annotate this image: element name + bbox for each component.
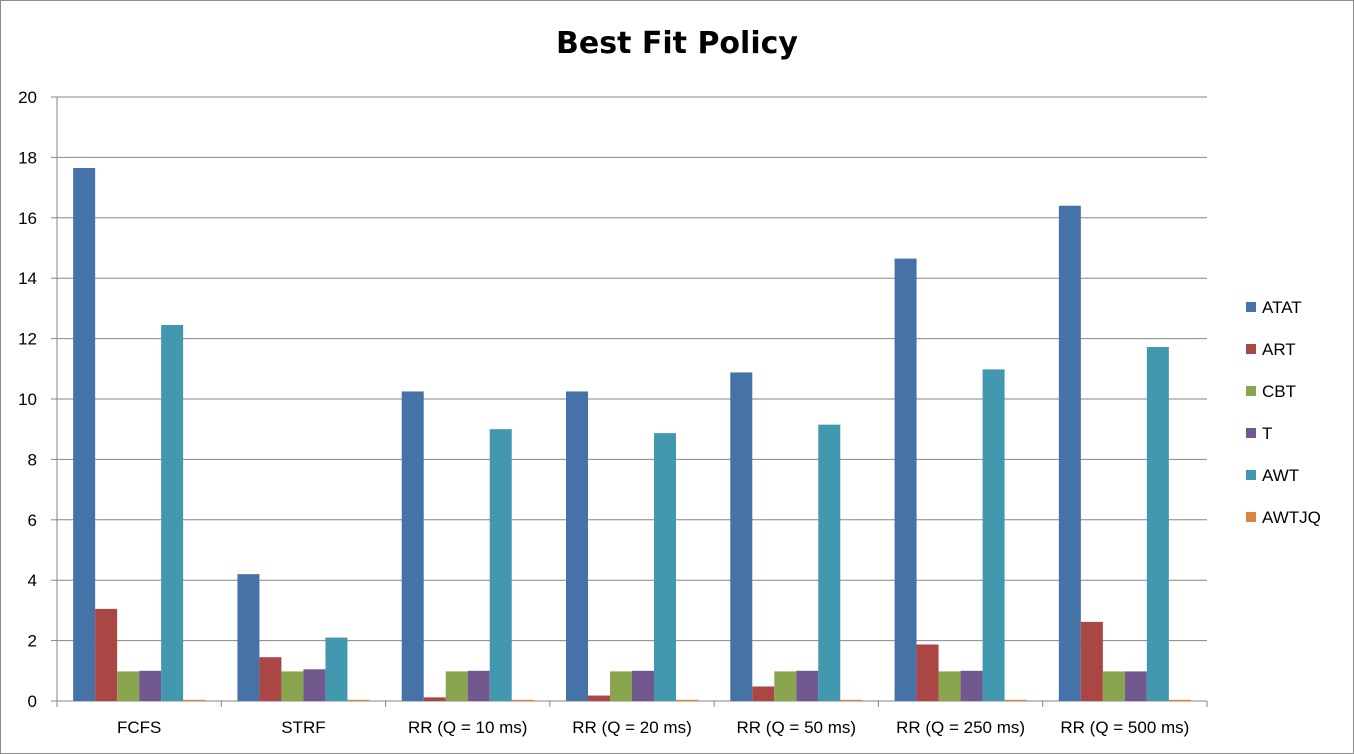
x-category-label: RR (Q = 10 ms) — [408, 718, 528, 737]
bar-awt-3 — [654, 433, 676, 701]
bar-atat-5 — [894, 258, 917, 701]
bar-cbt-0 — [117, 671, 140, 701]
bar-awt-1 — [325, 637, 348, 701]
bar-t-2 — [467, 670, 490, 701]
x-category-label: STRF — [281, 718, 325, 737]
y-tick-label: 20 — [18, 88, 37, 107]
axis-labels: 0 2 4 6 8 10 12 14 16 18 20 FCFS STRF RR (Q = 10 ms) R… — [18, 88, 1189, 737]
bar-awtjq-0 — [183, 699, 206, 701]
bar-cbt-3 — [610, 671, 632, 701]
legend-swatch-atat — [1246, 302, 1256, 312]
gridlines — [57, 96, 1207, 642]
bar-atat-2 — [401, 391, 424, 701]
bar-cbt-4 — [774, 671, 797, 701]
bar-awtjq-6 — [1168, 699, 1191, 701]
bar-t-0 — [139, 670, 162, 701]
bar-art-3 — [588, 695, 610, 701]
bar-awt-5 — [982, 369, 1005, 701]
legend-label-t: T — [1262, 424, 1272, 443]
bar-atat-1 — [237, 574, 260, 701]
y-tick-label: 14 — [18, 269, 37, 288]
legend-label-awtjq: AWTJQ — [1262, 508, 1321, 527]
bar-t-5 — [960, 670, 983, 701]
x-category-label: RR (Q = 250 ms) — [896, 718, 1025, 737]
bar-awtjq-3 — [676, 699, 698, 701]
x-category-label: FCFS — [117, 718, 161, 737]
y-tick-label: 12 — [18, 330, 37, 349]
y-tick-label: 6 — [28, 511, 37, 530]
legend-swatch-awt — [1246, 470, 1256, 480]
legend-label-awt: AWT — [1262, 466, 1299, 485]
y-tick-label: 18 — [18, 148, 37, 167]
legend-label-atat: ATAT — [1262, 298, 1302, 317]
bar-awtjq-2 — [511, 699, 534, 701]
bar-cbt-5 — [938, 671, 961, 701]
chart-title: Best Fit Policy — [556, 26, 798, 61]
y-tick-label: 0 — [28, 692, 37, 711]
y-tick-label: 8 — [28, 450, 37, 469]
bar-cbt-1 — [281, 671, 304, 701]
bar-t-3 — [632, 670, 654, 701]
legend-label-cbt: CBT — [1262, 382, 1296, 401]
legend-swatch-art — [1246, 344, 1256, 354]
bar-cbt-2 — [445, 671, 468, 701]
bars — [73, 167, 1191, 702]
bar-awtjq-4 — [840, 699, 863, 701]
bar-art-0 — [95, 608, 118, 701]
bar-t-6 — [1124, 671, 1147, 701]
bar-art-2 — [423, 697, 446, 701]
legend-swatch-cbt — [1246, 386, 1256, 396]
bar-atat-0 — [73, 167, 96, 702]
legend-swatch-t — [1246, 428, 1256, 438]
bar-awt-0 — [161, 325, 184, 701]
bar-t-1 — [303, 669, 326, 701]
bar-awtjq-5 — [1004, 699, 1027, 701]
bar-art-5 — [916, 644, 939, 701]
x-category-label: RR (Q = 20 ms) — [572, 718, 692, 737]
x-category-label: RR (Q = 50 ms) — [737, 718, 857, 737]
bar-atat-4 — [730, 372, 753, 701]
legend-label-art: ART — [1262, 340, 1296, 359]
bar-atat-6 — [1058, 205, 1081, 701]
bar-awt-4 — [818, 424, 841, 701]
bar-awt-2 — [489, 429, 512, 701]
bar-art-1 — [259, 657, 282, 701]
bar-atat-3 — [566, 391, 588, 701]
y-tick-label: 10 — [18, 390, 37, 409]
bar-art-4 — [752, 686, 775, 701]
bar-art-6 — [1080, 621, 1103, 701]
legend: ATAT ART CBT T AWT AWTJQ — [1246, 298, 1321, 527]
bar-cbt-6 — [1102, 671, 1125, 701]
y-tick-label: 2 — [28, 632, 37, 651]
bar-awt-6 — [1146, 347, 1169, 701]
x-category-label: RR (Q = 500 ms) — [1060, 718, 1189, 737]
y-tick-label: 4 — [28, 571, 37, 590]
y-tick-label: 16 — [18, 209, 37, 228]
legend-swatch-awtjq — [1246, 512, 1256, 522]
bar-t-4 — [796, 670, 819, 701]
bar-awtjq-1 — [347, 699, 370, 701]
axes — [51, 96, 1208, 707]
